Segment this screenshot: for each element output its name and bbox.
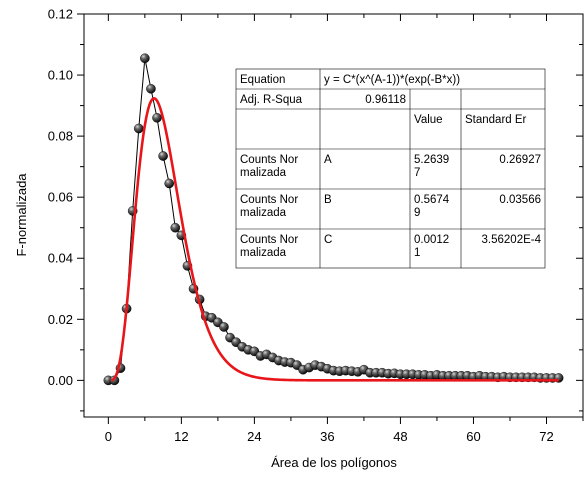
stats-table-cell: malizada	[240, 167, 287, 179]
stats-table-cell: 7	[414, 167, 420, 179]
stats-table-cell: 0.03566	[499, 194, 541, 206]
x-tick-label: 0	[105, 429, 112, 444]
stats-table-cell: 0.96118	[365, 94, 406, 106]
stats-table-cell: malizada	[240, 247, 287, 259]
stats-table-text: Equation y = C*(x^(A-1))*(exp(-B*x)) Adj. …	[240, 74, 542, 259]
stats-table-cell: Value	[414, 114, 443, 126]
y-tick-label: 0.04	[48, 251, 73, 266]
axis-ticks	[77, 13, 584, 424]
data-point	[133, 123, 144, 134]
stats-table-cell: 0.26927	[499, 154, 541, 166]
stats-table-cell: Standard Er	[465, 114, 527, 126]
x-tick-label: 60	[466, 429, 480, 444]
stats-table-cell: Equation	[240, 74, 285, 86]
stats-table-cell: 0.5674	[414, 194, 450, 206]
x-tick-label: 36	[320, 429, 334, 444]
x-axis-title: Área de los polígonos	[271, 455, 397, 470]
stats-table-cell: 9	[414, 207, 420, 219]
stats-table-cell: A	[324, 154, 332, 166]
axis-tick-labels: 0 12 24 36 48 60 72 0.00 0.02 0.04 0.06 0.08 0.10 0.1…	[48, 7, 554, 445]
y-tick-label: 0.12	[48, 7, 73, 22]
y-tick-label: 0.08	[48, 129, 73, 144]
stats-table-cell: C	[324, 234, 332, 246]
x-tick-label: 24	[247, 429, 261, 444]
stats-table-cell: 3.56202E-4	[482, 234, 542, 246]
stats-table-cell: Counts Nor	[240, 234, 298, 246]
fit-curve	[110, 97, 559, 382]
data-point	[146, 83, 156, 94]
stats-table-cell: 0.0012	[414, 234, 449, 246]
y-tick-label: 0.10	[48, 68, 73, 83]
stats-table-background	[235, 68, 546, 269]
y-tick-label: 0.06	[48, 190, 73, 205]
fit-curve-line	[110, 97, 559, 382]
y-tick-label: 0.00	[48, 373, 73, 388]
stats-table-cell: 5.2639	[414, 154, 449, 166]
data-point	[219, 322, 229, 332]
stats-table-cell: Counts Nor	[240, 154, 298, 166]
y-tick-label: 0.02	[48, 312, 73, 327]
y-axis-title: F-normalizada	[14, 173, 29, 257]
plot-frame	[83, 13, 584, 418]
x-tick-label: 48	[393, 429, 407, 444]
stats-table-cell: y = C*(x^(A-1))*(exp(-B*x))	[324, 74, 460, 86]
stats-table-cell: malizada	[240, 207, 287, 219]
stats-table-cell: B	[324, 194, 332, 206]
stats-table-cell: 1	[414, 247, 420, 259]
data-point	[152, 113, 162, 123]
data-point	[158, 151, 168, 161]
stats-table-grid	[236, 69, 545, 268]
data-point	[170, 222, 181, 233]
x-tick-label: 72	[539, 429, 553, 444]
stats-table-cell: Adj. R-Squa	[240, 94, 303, 106]
fit-statistics-table: Equation y = C*(x^(A-1))*(exp(-B*x)) Adj. …	[235, 68, 546, 269]
stats-table-cell: Counts Nor	[240, 194, 298, 206]
data-point	[164, 178, 174, 189]
x-tick-label: 12	[174, 429, 188, 444]
data-point	[140, 53, 150, 64]
